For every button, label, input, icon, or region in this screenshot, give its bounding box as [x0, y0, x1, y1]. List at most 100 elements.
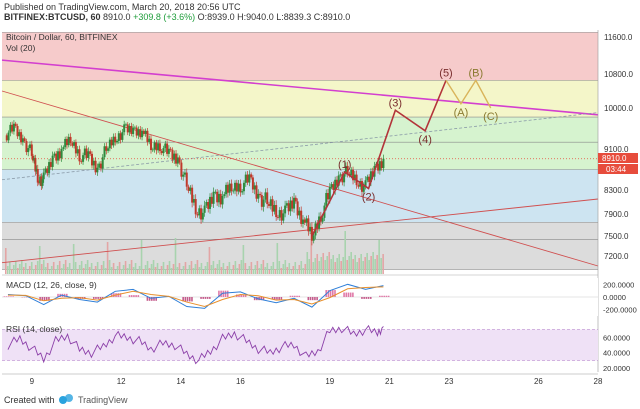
macd-histogram-bar — [244, 294, 247, 297]
candle-body — [135, 127, 138, 136]
footer-brand[interactable]: TradingView — [78, 395, 128, 405]
volume-bar — [382, 254, 384, 274]
volume-bar — [298, 265, 301, 274]
macd-histogram-bar — [117, 293, 120, 297]
candle-body — [182, 174, 185, 177]
volume-bar — [142, 269, 145, 274]
candle-body — [368, 176, 371, 183]
volume-bar — [152, 260, 155, 274]
candle-body — [377, 163, 380, 171]
macd-histogram-bar — [119, 293, 122, 297]
volume-bar — [132, 267, 135, 274]
volume-bar — [222, 263, 225, 274]
volume-bar — [236, 268, 239, 274]
x-tick-label: 19 — [325, 377, 334, 386]
candle-body — [155, 142, 158, 151]
macd-histogram-bar — [184, 297, 187, 302]
volume-bar — [90, 263, 93, 274]
candle-body — [359, 181, 362, 187]
volume-bar — [326, 256, 329, 274]
x-tick-label: 12 — [117, 377, 126, 386]
volume-bar — [262, 260, 265, 274]
candle-body — [255, 185, 258, 199]
ohlc-values: O:8939.0 H:9040.0 L:8839.3 C:8910.0 — [197, 12, 351, 22]
candle-body — [214, 191, 217, 193]
candle-body — [110, 139, 113, 146]
macd-histogram-bar — [137, 295, 140, 297]
macd-histogram-bar — [3, 296, 6, 297]
volume-bar — [330, 259, 333, 274]
candle-body — [332, 184, 335, 190]
candle-body — [187, 186, 190, 191]
volume-bar — [88, 267, 91, 274]
volume-bar — [224, 270, 227, 274]
volume-bar — [62, 264, 65, 274]
volume-bar — [324, 260, 327, 274]
macd-histogram-bar — [327, 290, 330, 297]
volume-bar — [134, 263, 137, 274]
macd-histogram-bar — [296, 295, 298, 297]
volume-bar — [44, 267, 47, 274]
candle-body — [78, 149, 81, 162]
candle-body — [221, 196, 224, 205]
volume-bar — [116, 266, 119, 274]
volume-bar — [294, 262, 297, 274]
candle-body — [200, 208, 203, 220]
volume-bar — [204, 266, 207, 274]
macd-histogram-bar — [135, 295, 137, 297]
candle-body — [53, 153, 56, 156]
volume-legend: Vol (20) — [6, 43, 35, 53]
volume-bar — [328, 252, 331, 274]
volume-bar — [48, 270, 51, 274]
volume-bar — [156, 263, 159, 274]
candle-body — [244, 174, 247, 183]
volume-bar — [184, 262, 187, 274]
candle-body — [55, 153, 58, 161]
wave-label: (A) — [454, 107, 469, 119]
candle-body — [103, 146, 106, 158]
candle-body — [239, 183, 242, 193]
candle-body — [36, 168, 39, 183]
macd-histogram-bar — [311, 297, 314, 301]
candle-body — [44, 168, 47, 173]
volume-bar — [6, 266, 9, 274]
candle-body — [119, 133, 122, 140]
x-tick-label: 23 — [445, 377, 454, 386]
volume-bar — [230, 269, 233, 274]
candle-body — [205, 202, 208, 206]
candle-body — [164, 143, 167, 149]
candle-body — [180, 162, 183, 177]
candle-body — [266, 192, 269, 205]
candle-body — [65, 138, 68, 146]
candle-body — [85, 148, 88, 158]
price-tick-label: 10800.0 — [604, 70, 633, 79]
volume-bar — [358, 258, 360, 274]
volume-bar — [250, 262, 253, 274]
candle-body — [198, 208, 201, 216]
volume-bar — [220, 267, 223, 274]
volume-bar — [64, 260, 67, 274]
wave-label: (B) — [468, 67, 483, 79]
candle-body — [11, 124, 14, 132]
volume-bar — [376, 255, 378, 274]
volume-bar — [370, 256, 372, 274]
candle-body — [298, 210, 301, 216]
candle-body — [268, 204, 271, 206]
volume-bar — [268, 270, 271, 274]
macd-histogram-bar — [133, 295, 135, 297]
volume-bar — [240, 260, 243, 274]
volume-bar — [266, 263, 269, 274]
candle-body — [39, 176, 42, 184]
candle-body — [350, 169, 353, 176]
candle-body — [301, 219, 304, 224]
last-price: 8910.0 — [103, 12, 131, 22]
chart-canvas[interactable]: (1) (2) (3) (4) (5) (A) (B) (C) 11600.0 10800.0 1… — [0, 0, 640, 391]
candle-body — [307, 218, 310, 232]
volume-bar — [202, 270, 205, 274]
macd-histogram-bar — [7, 296, 10, 297]
candle-body — [364, 180, 367, 186]
candle-body — [185, 172, 188, 187]
macd-legend: MACD (12, 26, close, 9) — [6, 280, 97, 290]
candle-body — [216, 191, 219, 203]
volume-bar — [136, 270, 139, 274]
